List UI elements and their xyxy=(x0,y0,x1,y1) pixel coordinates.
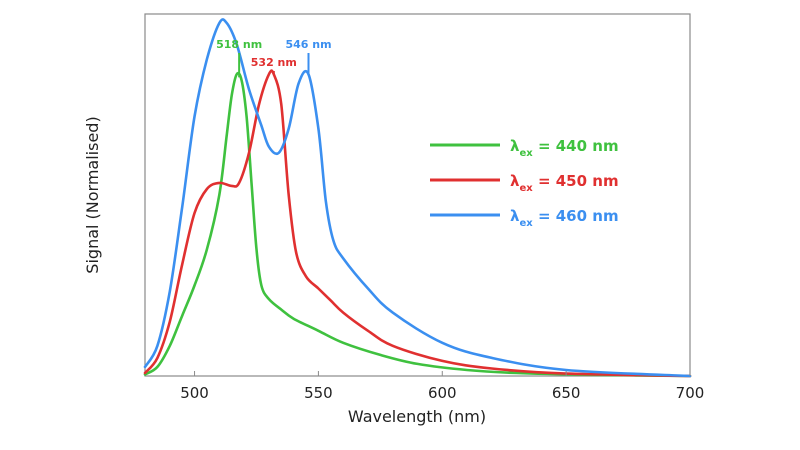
x-tick-label: 650 xyxy=(552,384,581,402)
series-line-1 xyxy=(143,71,692,378)
peak-label-3: 546 nm xyxy=(285,38,331,51)
legend-label-3: λex = 460 nm xyxy=(510,207,619,229)
peak-annotations: 518 nm 532 nm 546 nm xyxy=(216,38,332,78)
legend-label-2: λex = 450 nm xyxy=(510,172,619,194)
x-tick-label: 600 xyxy=(428,384,457,402)
x-tick-label: 500 xyxy=(180,384,209,402)
legend-label-1: λex = 440 nm xyxy=(510,137,619,159)
x-axis-ticks: 500 550 600 650 700 xyxy=(180,371,704,402)
x-axis-title: Wavelength (nm) xyxy=(348,407,486,426)
x-tick-label: 700 xyxy=(676,384,705,402)
series-line-3 xyxy=(143,18,692,378)
series-line-2 xyxy=(143,69,692,378)
peak-label-2: 532 nm xyxy=(251,56,297,69)
plot-area-frame xyxy=(144,13,691,377)
y-axis-title: Signal (Normalised) xyxy=(83,116,102,273)
legend: λex = 440 nm λex = 450 nm λex = 460 nm xyxy=(430,137,619,229)
peak-label-1: 518 nm xyxy=(216,38,262,51)
x-tick-label: 550 xyxy=(304,384,333,402)
series-lines xyxy=(143,18,692,378)
